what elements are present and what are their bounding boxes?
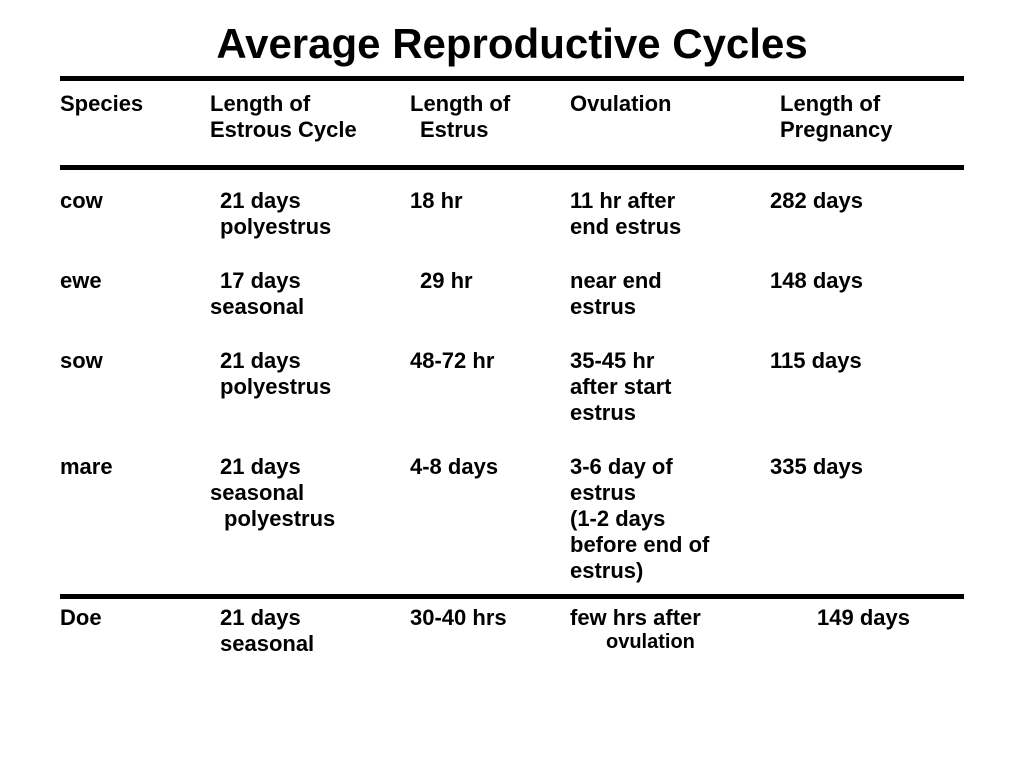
cell-ov-l1: 3-6 day of — [570, 454, 770, 480]
cell-cycle: 21 days polyestrus — [210, 188, 410, 240]
col-header-cycle-l2: Estrous Cycle — [210, 117, 410, 143]
col-header-preg-l2: Pregnancy — [770, 117, 930, 143]
table-row-footer: Doe 21 days seasonal 30-40 hrs few hrs a… — [60, 599, 964, 661]
cell-cycle-l2: polyestrus — [210, 214, 410, 240]
cell-ov-l2: estrus — [570, 480, 770, 506]
cell-cycle-l2: seasonal — [210, 631, 410, 657]
cell-ov-l1: 11 hr after — [570, 188, 770, 214]
cell-ov-l2: estrus — [570, 294, 770, 320]
cell-cycle-l3: polyestrus — [210, 506, 410, 532]
cell-ov-l3: (1-2 days — [570, 506, 770, 532]
cell-cycle-l2: polyestrus — [210, 374, 410, 400]
cell-ov-l1: few hrs after — [570, 605, 770, 631]
cell-species: cow — [60, 188, 210, 214]
table-row: sow 21 days polyestrus 48-72 hr 35-45 hr… — [60, 340, 964, 446]
cell-ov-l2: after start — [570, 374, 770, 400]
cell-ov-l2: ovulation — [570, 631, 770, 654]
col-header-preg-l1: Length of — [770, 91, 930, 117]
cell-species: mare — [60, 454, 210, 480]
cell-cycle-l1: 21 days — [210, 454, 410, 480]
cell-estrus: 29 hr — [410, 268, 570, 294]
cell-species: ewe — [60, 268, 210, 294]
col-header-ovulation: Ovulation — [570, 91, 770, 117]
col-header-estrus-l1: Length of — [410, 91, 570, 117]
cell-species: sow — [60, 348, 210, 374]
col-header-cycle-l1: Length of — [210, 91, 410, 117]
cell-ovulation: 3-6 day of estrus (1-2 days before end o… — [570, 454, 770, 584]
col-header-species: Species — [60, 91, 210, 117]
cell-estrus: 30-40 hrs — [410, 605, 570, 631]
cell-ov-l2: end estrus — [570, 214, 770, 240]
table-row: cow 21 days polyestrus 18 hr 11 hr after… — [60, 170, 964, 260]
cell-pregnancy: 149 days — [770, 605, 930, 631]
cell-species: Doe — [60, 605, 210, 631]
cell-cycle-l1: 21 days — [210, 348, 410, 374]
cell-cycle: 21 days seasonal polyestrus — [210, 454, 410, 532]
cell-ovulation: few hrs after ovulation — [570, 605, 770, 654]
slide: Average Reproductive Cycles Species Leng… — [0, 0, 1024, 768]
cell-ovulation: 35-45 hr after start estrus — [570, 348, 770, 426]
cell-ovulation: 11 hr after end estrus — [570, 188, 770, 240]
col-header-estrus-l2: Estrus — [410, 117, 570, 143]
table-row: mare 21 days seasonal polyestrus 4-8 day… — [60, 446, 964, 594]
table-row: ewe 17 days seasonal 29 hr near end estr… — [60, 260, 964, 340]
cell-cycle: 21 days seasonal — [210, 605, 410, 657]
cell-estrus: 4-8 days — [410, 454, 570, 480]
table-header-row: Species Length of Estrous Cycle Length o… — [60, 81, 964, 165]
cell-ov-l1: 35-45 hr — [570, 348, 770, 374]
col-header-pregnancy: Length of Pregnancy — [770, 91, 930, 143]
cell-pregnancy: 148 days — [770, 268, 930, 294]
cell-cycle-l1: 21 days — [210, 605, 410, 631]
cell-cycle-l2: seasonal — [210, 294, 410, 320]
cell-pregnancy: 115 days — [770, 348, 930, 374]
cell-ovulation: near end estrus — [570, 268, 770, 320]
cell-ov-l1: near end — [570, 268, 770, 294]
page-title: Average Reproductive Cycles — [60, 20, 964, 68]
cell-ov-l3: estrus — [570, 400, 770, 426]
col-header-cycle: Length of Estrous Cycle — [210, 91, 410, 143]
cell-estrus: 18 hr — [410, 188, 570, 214]
cell-ov-l5: estrus) — [570, 558, 770, 584]
cell-pregnancy: 282 days — [770, 188, 930, 214]
col-header-ovulation-text: Ovulation — [570, 91, 671, 116]
cell-cycle-l1: 17 days — [210, 268, 410, 294]
cell-cycle-l2: seasonal — [210, 480, 410, 506]
col-header-species-text: Species — [60, 91, 143, 116]
cell-ov-l4: before end of — [570, 532, 770, 558]
table: Species Length of Estrous Cycle Length o… — [60, 81, 964, 661]
col-header-estrus: Length of Estrus — [410, 91, 570, 143]
cell-cycle: 17 days seasonal — [210, 268, 410, 320]
cell-cycle-l1: 21 days — [210, 188, 410, 214]
cell-cycle: 21 days polyestrus — [210, 348, 410, 400]
cell-estrus: 48-72 hr — [410, 348, 570, 374]
cell-pregnancy: 335 days — [770, 454, 930, 480]
